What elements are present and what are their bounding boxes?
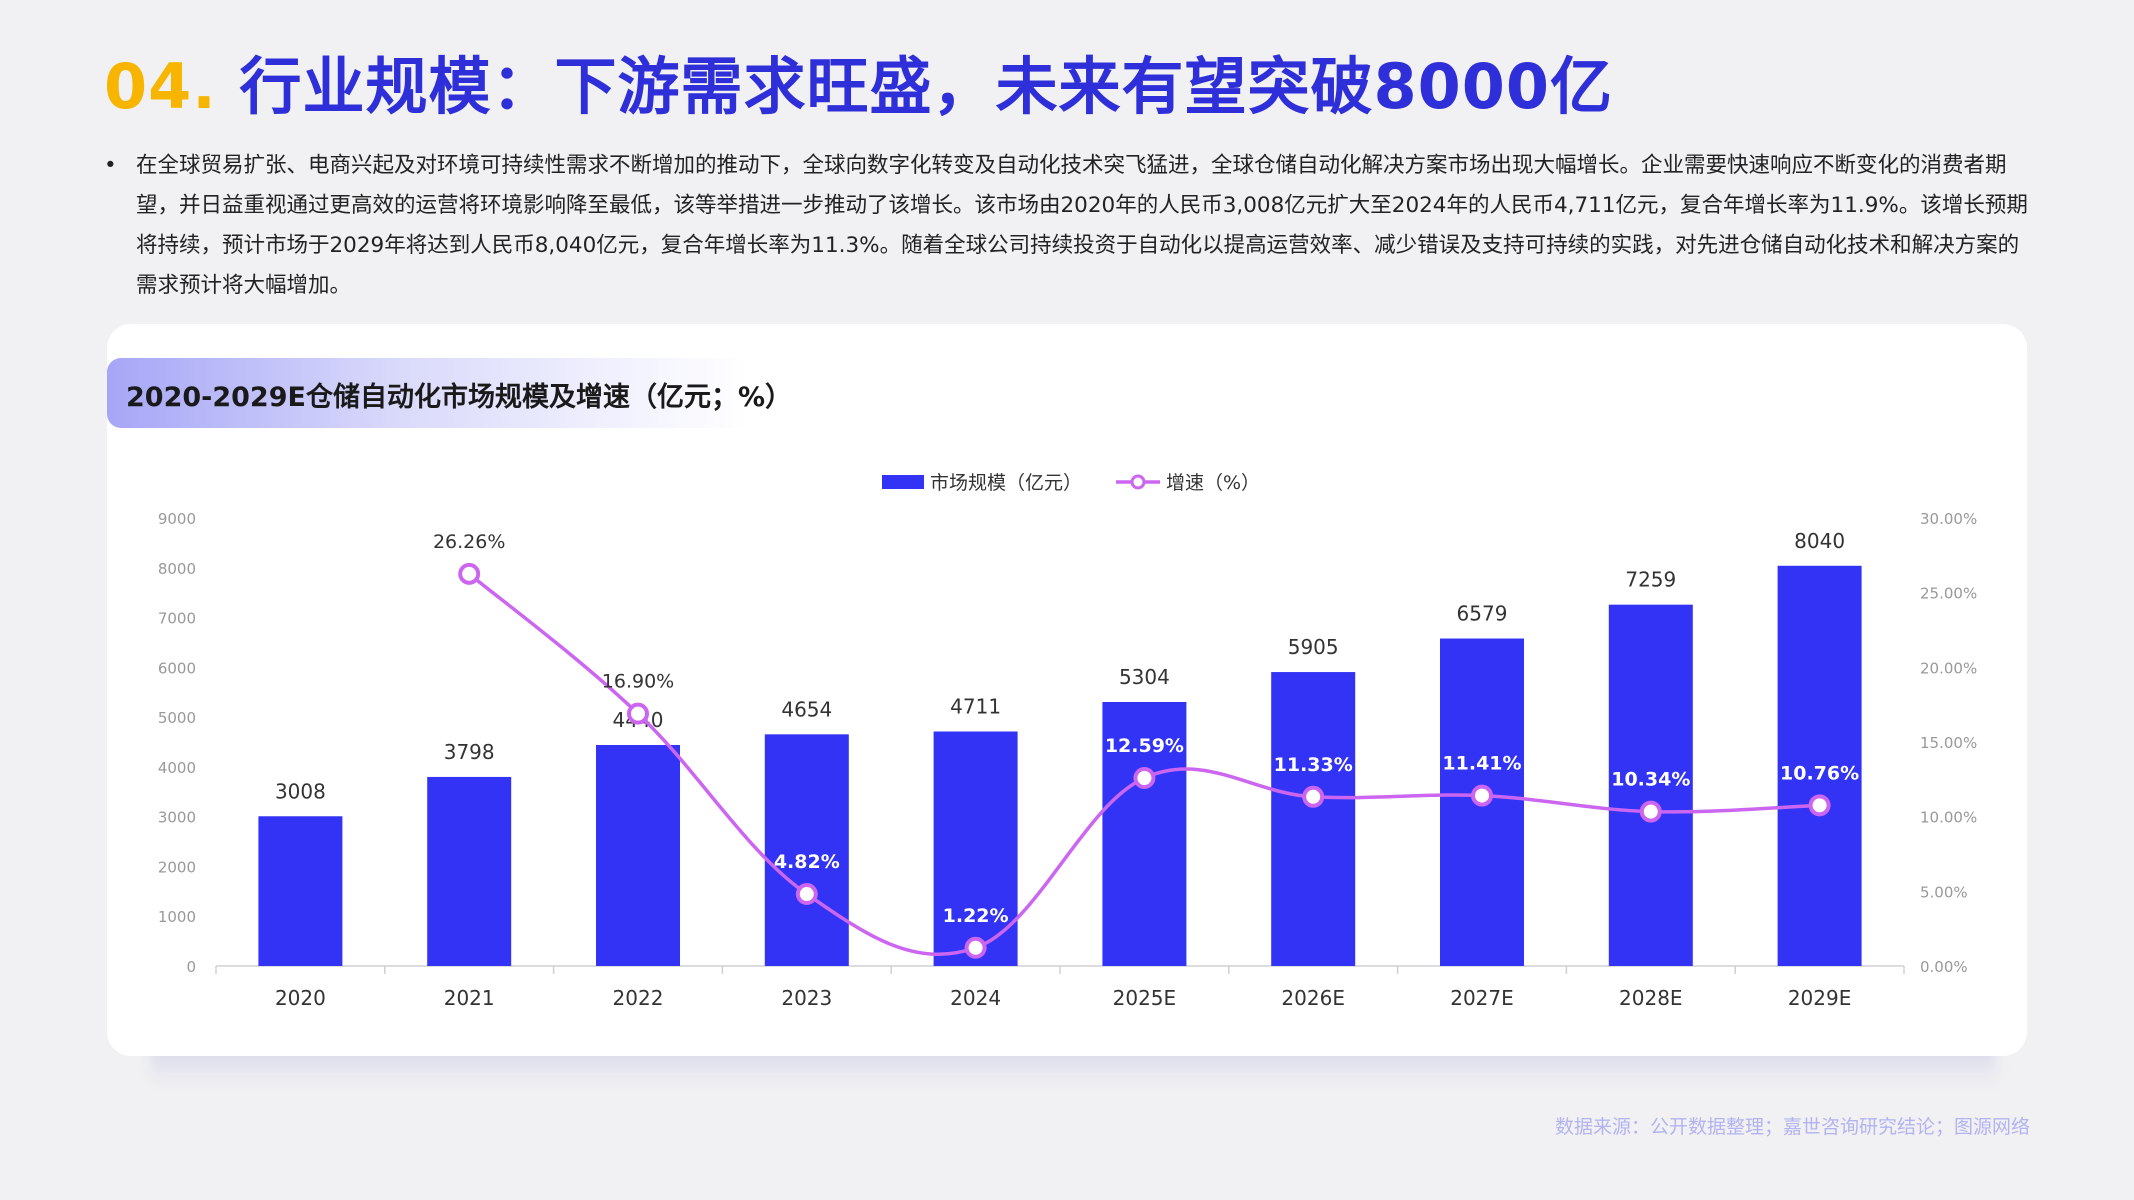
growth-point [458,562,481,585]
summary-paragraph: • 在全球贸易扩张、电商兴起及对环境可持续性需求不断增加的推动下，全球向数字化转… [104,146,2034,306]
growth-value-label: 1.22% [943,905,1009,927]
x-tick-label: 2021 [444,986,495,1010]
y-right-tick-label: 10.00% [1920,809,1977,827]
y-left-tick-label: 7000 [158,610,196,628]
x-tick-label: 2022 [613,986,664,1010]
bar-value-label: 3798 [444,740,495,764]
bar-value-label: 5905 [1288,635,1339,659]
x-tick-label: 2026E [1281,986,1345,1010]
y-right-tick-label: 30.00% [1920,510,1977,528]
bar [1608,604,1693,966]
bar-value-label: 6579 [1457,602,1508,626]
growth-value-label: 10.34% [1611,769,1690,791]
bar [1271,672,1356,966]
chart-title: 2020-2029E仓储自动化市场规模及增速（亿元；%） [126,382,792,413]
growth-value-label: 12.59% [1105,735,1184,757]
page-title: 04. 行业规模：下游需求旺盛，未来有望突破8000亿 [104,36,1613,126]
bar [258,816,343,966]
growth-point [627,702,649,725]
y-left-tick-label: 0 [186,958,196,976]
bar-value-label: 4711 [950,694,1001,718]
y-left-tick-label: 1000 [158,908,196,926]
y-left-tick-label: 8000 [158,560,196,578]
y-right-tick-label: 15.00% [1920,734,1977,752]
x-tick-label: 2024 [950,986,1001,1010]
growth-value-label: 26.26% [433,531,505,553]
legend-line-marker [1130,474,1146,490]
bar-value-label: 8040 [1794,529,1845,553]
bar [933,731,1018,966]
y-left-tick-label: 9000 [158,510,196,528]
x-tick-label: 2028E [1619,986,1683,1010]
y-left-tick-label: 6000 [158,659,196,677]
growth-line [468,572,1820,957]
growth-point [1133,766,1156,789]
growth-point [795,883,818,906]
section-number: 04. [104,50,217,123]
bar-value-label: 5304 [1119,665,1170,689]
bar-value-label: 4654 [781,697,832,721]
bar-value-label: 7259 [1625,568,1676,592]
growth-point [1302,785,1325,808]
bullet-marker: • [104,153,117,178]
y-left-tick-label: 5000 [158,709,196,727]
y-left-tick-label: 3000 [158,809,196,827]
y-right-tick-label: 25.00% [1920,585,1977,603]
page-title-text: 行业规模：下游需求旺盛，未来有望突破8000亿 [239,50,1613,123]
bar [596,744,680,966]
x-tick-label: 2020 [275,986,326,1010]
growth-value-label: 11.33% [1274,754,1353,776]
chart-title-banner: 2020-2029E仓储自动化市场规模及增速（亿元；%） [107,358,792,428]
legend-bar-label: 市场规模（亿元） [930,472,1082,494]
y-left-tick-label: 2000 [158,858,196,876]
growth-point [964,936,987,959]
data-source: 数据来源：公开数据整理；嘉世咨询研究结论；图源网络 [1554,1116,2030,1138]
growth-point [1808,794,1831,817]
x-tick-label: 2029E [1788,986,1852,1010]
bar [1777,565,1862,966]
growth-value-label: 10.76% [1780,762,1859,784]
growth-value-label: 4.82% [774,851,840,873]
bar [1102,701,1187,966]
bar [427,776,512,966]
y-right-tick-label: 5.00% [1920,883,1968,901]
bar-value-label: 3008 [275,779,326,803]
bar [764,734,849,966]
growth-point [1471,784,1493,807]
y-right-tick-label: 0.00% [1920,958,1968,976]
growth-value-label: 11.41% [1442,753,1521,775]
growth-point [1639,800,1662,823]
x-tick-label: 2023 [781,986,832,1010]
y-right-tick-label: 20.00% [1920,659,1977,677]
growth-value-label: 16.90% [602,671,674,693]
legend-line-label: 增速（%） [1166,472,1260,494]
y-left-tick-label: 4000 [158,759,196,777]
x-tick-label: 2025E [1113,986,1177,1010]
summary-text: 在全球贸易扩张、电商兴起及对环境可持续性需求不断增加的推动下，全球向数字化转变及… [136,153,2028,298]
legend-bar-swatch [882,475,924,489]
chart-card [107,324,2027,1056]
x-tick-label: 2027E [1450,986,1514,1010]
